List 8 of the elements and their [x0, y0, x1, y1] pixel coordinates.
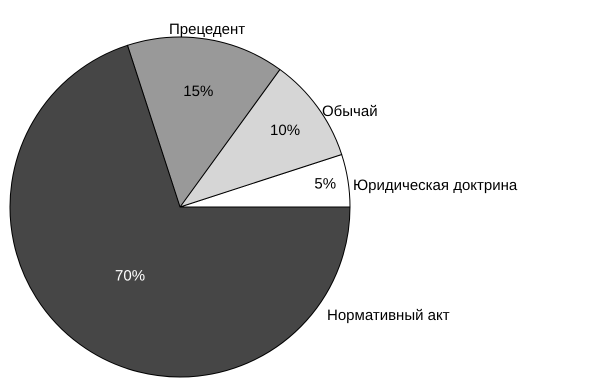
slice-label: Нормативный акт: [327, 307, 450, 324]
data-label: 5%: [314, 176, 336, 193]
data-label: 15%: [183, 83, 214, 100]
data-label: 70%: [115, 267, 146, 284]
slice-label: Обычай: [322, 103, 378, 120]
data-label: 10%: [270, 122, 300, 140]
slice-label: Прецедент: [169, 21, 246, 38]
slice-label: Юридическая доктрина: [353, 177, 518, 194]
